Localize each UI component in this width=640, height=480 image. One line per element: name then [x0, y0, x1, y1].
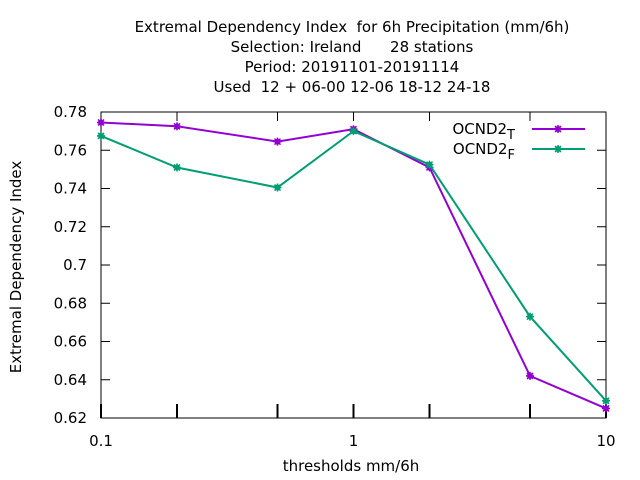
legend-entry-F: OCND2F	[453, 140, 585, 163]
chart-title-line: Period: 20191101-20191114	[245, 58, 460, 76]
y-tick-label: 0.66	[54, 333, 87, 351]
data-point	[97, 131, 105, 140]
y-tick-label: 0.76	[54, 141, 87, 159]
y-tick-label: 0.7	[63, 256, 87, 274]
data-point	[97, 118, 105, 127]
data-point	[273, 183, 282, 192]
data-point	[525, 371, 534, 380]
chart-title-line: Selection: Ireland 28 stations	[231, 38, 474, 56]
data-point	[554, 145, 562, 153]
data-point-d2	[173, 163, 181, 171]
data-point-d2	[554, 125, 562, 133]
y-tick-label: 0.78	[54, 103, 87, 121]
axis-ticks: 0.62 0.64 0.66 0.68 0.7 0.72 0.74 0.76 0.78 0.1 1 1…	[54, 103, 616, 450]
data-point-d2	[602, 404, 610, 412]
series-line	[100, 129, 607, 402]
legend-label: OCND2T	[452, 120, 515, 143]
y-tick-label: 0.64	[54, 371, 87, 389]
series-F	[97, 127, 610, 405]
data-point	[273, 137, 282, 146]
x-tick-label: 10	[596, 432, 615, 450]
data-point-d2	[97, 132, 105, 140]
y-tick-label: 0.68	[54, 294, 87, 312]
data-point-d2	[173, 122, 181, 130]
y-tick-label: 0.74	[54, 180, 87, 198]
data-point	[554, 125, 562, 133]
legend-entry-T: OCND2T	[452, 120, 585, 143]
data-point-d2	[425, 161, 434, 169]
data-point-d2	[273, 184, 282, 192]
data-point	[602, 396, 610, 405]
y-axis-label: Extremal Dependency Index	[7, 161, 25, 374]
data-point-d2	[602, 397, 610, 405]
y-tick-label: 0.72	[54, 218, 87, 236]
data-point	[425, 160, 434, 169]
chart-title-line: Extremal Dependency Index for 6h Precipi…	[135, 18, 570, 36]
data-point	[525, 312, 534, 321]
data-point	[349, 127, 358, 136]
x-tick-label: 1	[349, 432, 359, 450]
series-lines	[97, 118, 610, 413]
data-point	[173, 122, 182, 131]
y-tick-label: 0.62	[54, 409, 87, 427]
data-point	[602, 404, 610, 413]
data-point-d2	[97, 118, 105, 127]
x-axis-label: thresholds mm/6h	[283, 457, 420, 475]
data-point-d2	[526, 372, 534, 380]
chart-title-line: Used 12 + 06-00 12-06 18-12 24-18	[214, 78, 491, 96]
data-point-d2	[349, 127, 358, 135]
plot-frame	[100, 111, 607, 419]
x-tick-label: 0.1	[89, 432, 113, 450]
data-point-d2	[554, 145, 562, 153]
data-point	[173, 163, 182, 172]
legend-label: OCND2F	[453, 140, 515, 163]
chart-title: Extremal Dependency Index for 6h Precipi…	[135, 18, 570, 96]
series-T	[97, 118, 610, 413]
data-point-d2	[526, 313, 534, 321]
data-point-d2	[273, 138, 282, 146]
